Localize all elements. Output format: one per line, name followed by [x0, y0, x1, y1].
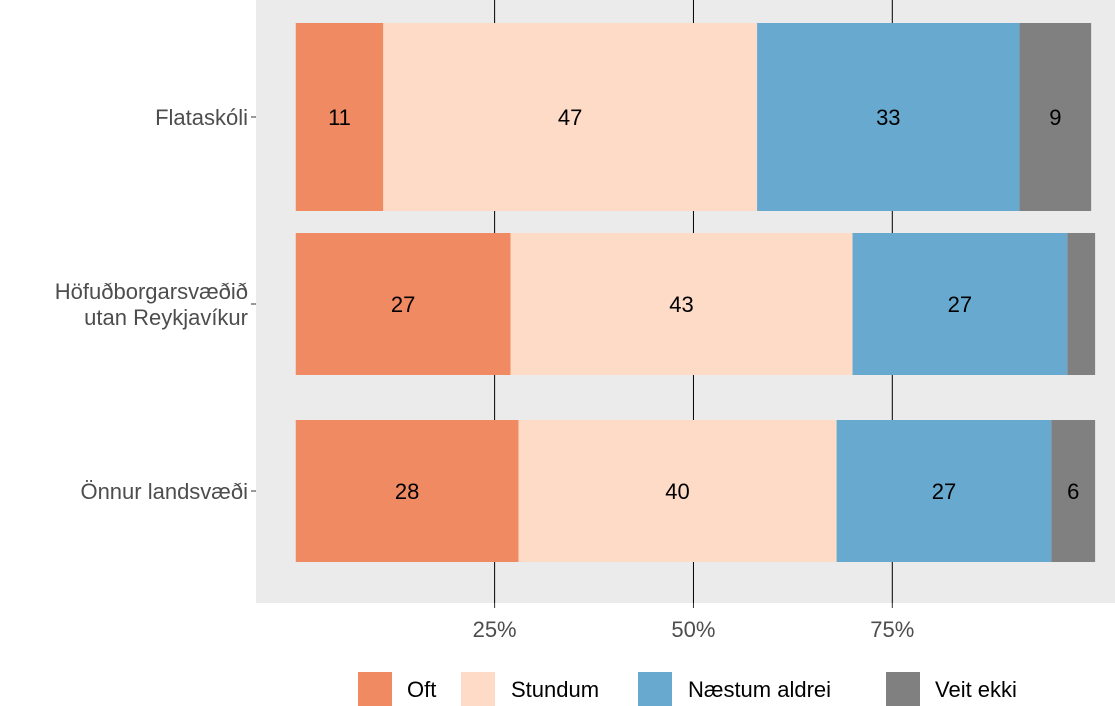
value-label-hofu-borgarsv-i-utan-reykjavikur-n-stum-aldrei: 27	[948, 292, 972, 317]
bar-onnur-landsv-i-stundum	[518, 420, 837, 562]
value-label-onnur-landsv-i-oft: 28	[395, 479, 419, 504]
legend-swatch-oft	[358, 672, 392, 706]
legend-label-n-stum-aldrei: Næstum aldrei	[688, 677, 831, 702]
legend-swatch-veit-ekki	[886, 672, 920, 706]
value-label-flataskoli-oft: 11	[328, 105, 351, 130]
x-tick-label-25: 25%	[473, 617, 517, 642]
value-label-flataskoli-veit-ekki: 9	[1049, 105, 1061, 130]
x-tick-label-50: 50%	[671, 617, 715, 642]
category-label-flataskoli: Flataskóli	[155, 105, 248, 130]
value-label-flataskoli-n-stum-aldrei: 33	[876, 105, 900, 130]
value-label-onnur-landsv-i-veit-ekki: 6	[1067, 479, 1079, 504]
bar-onnur-landsv-i-veit-ekki	[1051, 420, 1096, 562]
value-label-hofu-borgarsv-i-utan-reykjavikur-oft: 27	[391, 292, 415, 317]
value-label-hofu-borgarsv-i-utan-reykjavikur-stundum: 43	[669, 292, 693, 317]
legend-swatch-stundum	[461, 672, 495, 706]
legend-label-veit-ekki: Veit ekki	[935, 677, 1017, 702]
legend-label-stundum: Stundum	[511, 677, 599, 702]
value-label-onnur-landsv-i-n-stum-aldrei: 27	[932, 479, 956, 504]
legend-label-oft: Oft	[407, 677, 436, 702]
value-label-flataskoli-stundum: 47	[558, 105, 582, 130]
bar-hofu-borgarsv-i-utan-reykjavikur-stundum	[510, 233, 853, 375]
bar-flataskoli-n-stum-aldrei	[757, 23, 1020, 211]
category-label-onnur-landsv-i: Önnur landsvæði	[80, 479, 248, 504]
bar-onnur-landsv-i-n-stum-aldrei	[836, 420, 1052, 562]
value-label-onnur-landsv-i-stundum: 40	[665, 479, 689, 504]
category-label-hofu-borgarsv-i-utan-reykjavikur: Höfuðborgarsvæðið utan Reykjavíkur	[55, 279, 248, 330]
bar-flataskoli-oft	[295, 23, 384, 211]
legend-swatch-n-stum-aldrei	[638, 672, 672, 706]
bar-hofu-borgarsv-i-utan-reykjavikur-oft	[295, 233, 511, 375]
x-tick-label-75: 75%	[870, 617, 914, 642]
bar-onnur-landsv-i-oft	[295, 420, 519, 562]
bar-flataskoli-veit-ekki	[1019, 23, 1092, 211]
bar-flataskoli-stundum	[383, 23, 758, 211]
bar-hofu-borgarsv-i-utan-reykjavikur-n-stum-aldrei	[852, 233, 1068, 375]
bar-hofu-borgarsv-i-utan-reykjavikur-veit-ekki	[1067, 233, 1096, 375]
